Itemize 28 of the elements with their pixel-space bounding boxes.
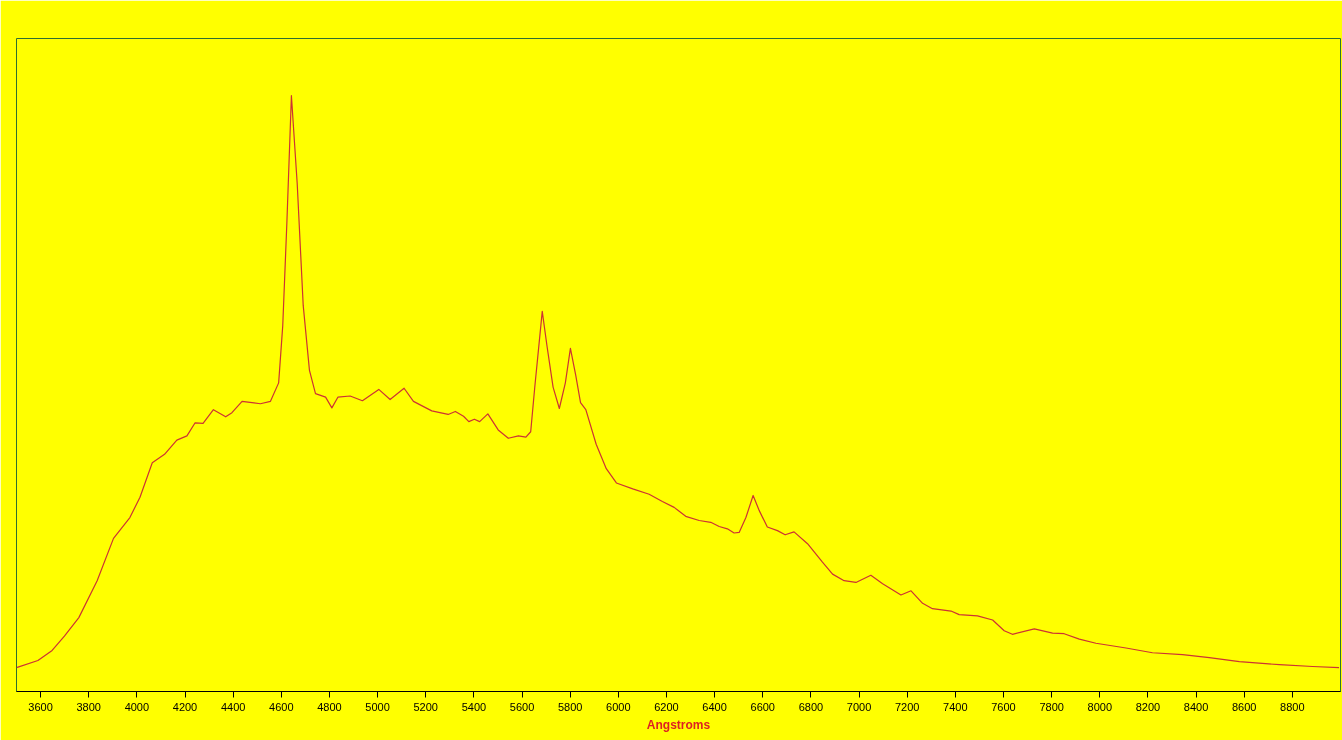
x-tick-label: 4200: [172, 700, 198, 713]
x-tick-label: 5400: [461, 700, 487, 713]
x-tick-label: 5800: [557, 700, 583, 713]
x-tick-label: 3600: [28, 700, 53, 713]
x-axis-title: Angstroms: [646, 717, 711, 732]
x-tick-label: 5000: [365, 700, 390, 713]
x-tick-label: 6200: [654, 700, 679, 713]
x-tick-label: 7400: [943, 700, 968, 713]
x-tick-label: 6600: [750, 700, 775, 713]
x-tick-label: 8400: [1183, 700, 1209, 713]
x-tick-label: 7800: [1039, 700, 1064, 713]
x-tick-label: 3800: [76, 700, 101, 713]
x-tick-label: 4600: [269, 700, 294, 713]
x-tick-label: 8000: [1087, 700, 1113, 713]
x-tick-label: 6000: [606, 700, 631, 713]
x-tick-label: 7200: [894, 700, 920, 713]
x-tick-label: 6800: [798, 700, 824, 713]
x-tick-label: 4000: [124, 700, 150, 713]
x-tick-label: 5600: [509, 700, 535, 713]
x-tick-label: 8600: [1231, 700, 1257, 713]
x-tick-label: 8800: [1280, 700, 1305, 713]
x-tick-label: 6400: [702, 700, 727, 713]
x-tick-label: 7000: [846, 700, 872, 713]
x-tick-label: 5200: [413, 700, 438, 713]
x-tick-label: 4800: [317, 700, 342, 713]
x-tick-label: 7600: [991, 700, 1016, 713]
x-tick-label: 8200: [1135, 700, 1161, 713]
x-tick-label: 4400: [220, 700, 246, 713]
